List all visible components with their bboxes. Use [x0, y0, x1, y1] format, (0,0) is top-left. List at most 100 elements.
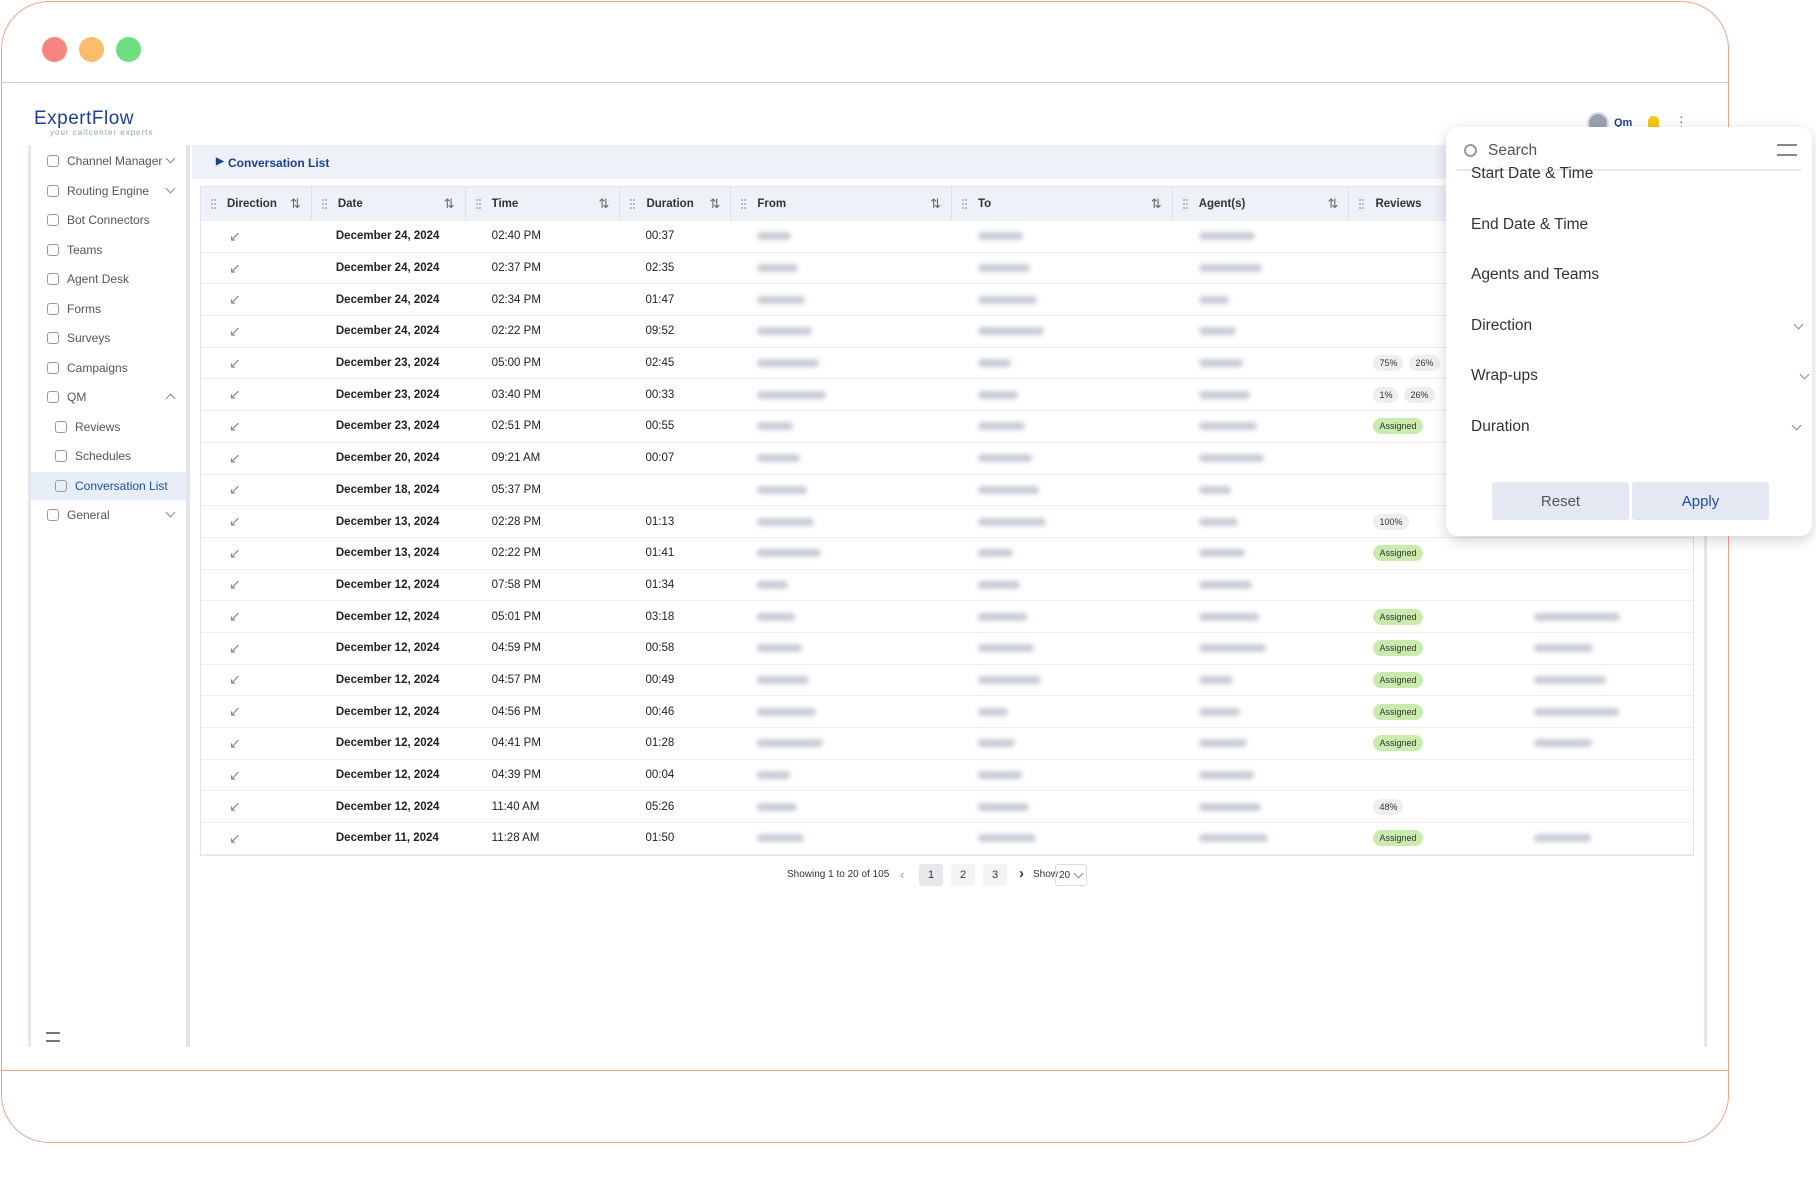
table-row[interactable]: ↙ December 24, 2024 02:40 PM 00:37	[201, 221, 1693, 253]
page-button[interactable]: 2	[951, 864, 975, 886]
search-icon	[1464, 144, 1477, 157]
table-row[interactable]: ↙ December 18, 2024 05:37 PM	[201, 475, 1693, 507]
minimize-button[interactable]	[79, 37, 104, 62]
nav-item[interactable]: Channel Manager	[31, 147, 186, 175]
close-button[interactable]	[42, 37, 67, 62]
reset-button[interactable]: Reset	[1492, 482, 1629, 520]
apply-button[interactable]: Apply	[1632, 482, 1769, 520]
redacted-text	[757, 359, 820, 368]
breadcrumb-text[interactable]: Conversation List	[228, 156, 330, 170]
filter-section[interactable]: End Date & Time	[1471, 216, 1588, 234]
redacted-cell	[731, 728, 952, 759]
notification-bell[interactable]	[1648, 116, 1659, 128]
column-header[interactable]: Duration ⇅	[620, 187, 732, 220]
redacted-text	[1198, 771, 1254, 780]
nav-item[interactable]: Reviews	[31, 413, 186, 441]
column-header[interactable]: Agent(s) ⇅	[1173, 187, 1350, 220]
nav-item[interactable]: Bot Connectors	[31, 206, 186, 234]
filter-section[interactable]: Agents and Teams	[1471, 266, 1599, 284]
redacted-cell	[952, 665, 1173, 696]
pagination-summary: Showing 1 to 20 of 105	[787, 869, 890, 880]
sort-button[interactable]: ⇅	[443, 195, 455, 211]
column-header[interactable]: Time ⇅	[466, 187, 621, 220]
drag-handle[interactable]	[321, 198, 327, 209]
nav-item[interactable]: Routing Engine	[31, 177, 186, 205]
prev-page[interactable]: ‹	[900, 867, 905, 882]
table-row[interactable]: ↙ December 11, 2024 11:28 AM 01:50 Assigned	[201, 823, 1693, 855]
redacted-text	[978, 707, 1009, 716]
drag-handle[interactable]	[962, 198, 967, 209]
nav-item[interactable]: General	[31, 501, 186, 529]
sort-button[interactable]: ⇅	[289, 195, 301, 211]
user-name[interactable]: Qm	[1614, 117, 1633, 129]
review-badge: 75%	[1373, 355, 1404, 372]
table-row[interactable]: ↙ December 12, 2024 04:59 PM 00:58 Assigned	[201, 633, 1693, 665]
maximize-button[interactable]	[116, 37, 141, 62]
table-row[interactable]: ↙ December 24, 2024 02:37 PM 02:35	[201, 253, 1693, 285]
table-row[interactable]: ↙ December 12, 2024 04:39 PM 00:04	[201, 760, 1693, 792]
sort-button[interactable]: ⇅	[709, 195, 721, 211]
table-row[interactable]: ↙ December 24, 2024 02:34 PM 01:47	[201, 284, 1693, 317]
drag-handle[interactable]	[1182, 198, 1188, 209]
table-row[interactable]: ↙ December 13, 2024 02:22 PM 01:41 Assigned	[201, 538, 1693, 570]
nav-item[interactable]: Schedules	[31, 442, 186, 470]
reviews-cell	[1349, 570, 1504, 601]
table-row[interactable]: ↙ December 12, 2024 11:40 AM 05:26 48%	[201, 791, 1693, 824]
table-row[interactable]: ↙ December 12, 2024 04:57 PM 00:49 Assigned	[201, 665, 1693, 697]
filter-section[interactable]: Start Date & Time	[1471, 165, 1593, 183]
table-row[interactable]: ↙ December 12, 2024 04:41 PM 01:28 Assigned	[201, 728, 1693, 760]
table-row[interactable]: ↙ December 12, 2024 07:58 PM 01:34	[201, 570, 1693, 602]
drag-handle[interactable]	[741, 198, 747, 209]
direction-cell: ↙	[229, 417, 241, 434]
column-header[interactable]: From ⇅	[731, 187, 952, 220]
column-header[interactable]: To ⇅	[952, 187, 1173, 220]
nav-item[interactable]: QM	[31, 383, 186, 411]
page-button[interactable]: 3	[983, 864, 1007, 886]
redacted-text	[978, 327, 1045, 336]
nav-item[interactable]: Campaigns	[31, 354, 186, 382]
table-row[interactable]: ↙ December 12, 2024 05:01 PM 03:18 Assigned	[201, 601, 1693, 633]
filter-section[interactable]: Wrap-ups	[1471, 367, 1810, 385]
nav-item[interactable]: Teams	[31, 236, 186, 264]
sidebar-toggle[interactable]	[46, 1032, 60, 1042]
page-button[interactable]: 1	[919, 864, 943, 886]
date-cell: December 12, 2024	[335, 769, 440, 782]
drag-handle[interactable]	[1359, 198, 1365, 209]
filter-section[interactable]: Direction	[1471, 317, 1804, 335]
table-row[interactable]: ↙ December 20, 2024 09:21 AM 00:07	[201, 443, 1693, 475]
drag-handle[interactable]	[630, 198, 636, 209]
drag-handle[interactable]	[475, 198, 481, 209]
sort-button[interactable]: ⇅	[1150, 195, 1162, 211]
nav-item[interactable]: Conversation List	[31, 471, 186, 500]
table-row[interactable]: ↙ December 13, 2024 02:28 PM 01:13 100%	[201, 506, 1693, 538]
sort-button[interactable]: ⇅	[1327, 195, 1339, 211]
sidebar: Channel Manager Routing Engine Bot Connect…	[28, 145, 190, 1047]
table-row[interactable]: ↙ December 24, 2024 02:22 PM 09:52	[201, 316, 1693, 348]
drag-handle[interactable]	[211, 198, 216, 209]
column-header[interactable]: Direction ⇅	[201, 187, 312, 220]
next-page[interactable]: ›	[1019, 865, 1024, 882]
nav-item[interactable]: Forms	[31, 295, 186, 323]
nav-item[interactable]: Surveys	[31, 324, 186, 352]
redacted-text	[1534, 739, 1593, 748]
reviews-cell: 48%	[1349, 791, 1504, 822]
logo[interactable]: ExpertFlow	[34, 108, 135, 129]
redacted-text	[1198, 644, 1266, 653]
table-row[interactable]: ↙ December 23, 2024 03:40 PM 00:33 1% 26%	[201, 379, 1693, 412]
filter-icon[interactable]	[1777, 144, 1797, 156]
time-cell: 02:40 PM	[491, 230, 541, 243]
sort-button[interactable]: ⇅	[930, 195, 941, 211]
date-cell: December 12, 2024	[335, 673, 440, 686]
column-header[interactable]: Date ⇅	[312, 187, 466, 220]
nav-item[interactable]: Agent Desk	[31, 265, 186, 293]
page-size-select[interactable]: 20	[1055, 864, 1087, 886]
table-row[interactable]: ↙ December 23, 2024 02:51 PM 00:55 Assigned	[201, 411, 1693, 443]
sort-button[interactable]: ⇅	[598, 195, 610, 211]
search-input[interactable]: Search	[1488, 142, 1538, 159]
review-badge: Assigned	[1373, 830, 1423, 847]
menu-button[interactable]: · · ·	[1679, 108, 1684, 134]
redacted-text	[1534, 675, 1607, 684]
table-row[interactable]: ↙ December 12, 2024 04:56 PM 00:46 Assigned	[201, 696, 1693, 728]
redacted-cell	[952, 443, 1173, 474]
filter-section[interactable]: Duration	[1471, 418, 1802, 436]
